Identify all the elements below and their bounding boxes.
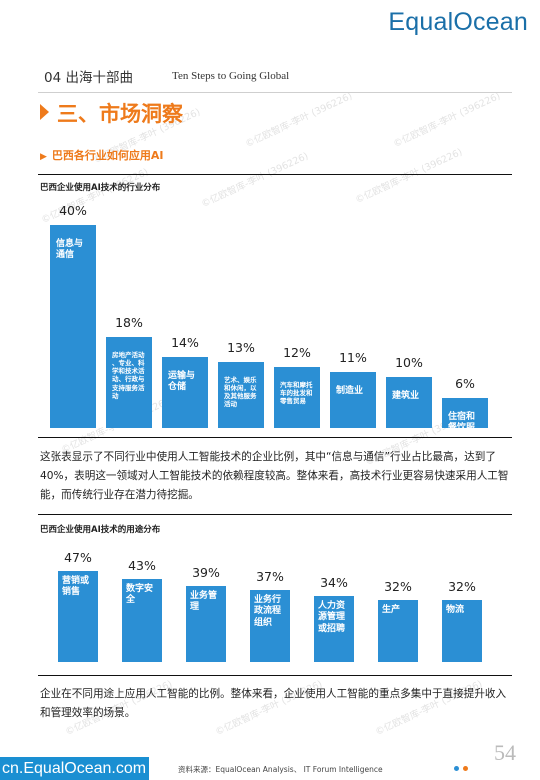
bar-category-label: 运输与 仓储 (168, 371, 196, 393)
chart-bar (162, 357, 208, 428)
bar-value-label: 34% (320, 575, 348, 590)
bar-category-label: 艺术、娱乐 和休闲，以 及其他服务 活动 (224, 376, 257, 409)
chart-bar (330, 372, 376, 428)
triangle-right-icon: ▶ (40, 152, 47, 162)
bar-category-label: 房地产活动 、专业、科 学和技术活 动、行政与 支持服务活 动 (112, 351, 145, 400)
bar-category-label: 制造业 (336, 386, 364, 396)
chart1-description: 这张表显示了不同行业中使用人工智能技术的企业比例，其中“信息与通信”行业占比最高… (40, 451, 509, 501)
page-title: 三、市场洞察 (40, 98, 183, 128)
chart2-title: 巴西企业使用AI技术的用途分布 (40, 525, 161, 535)
chart-bar (122, 579, 162, 662)
chart1-top-rule (38, 174, 512, 175)
section-english-title: Ten Steps to Going Global (172, 70, 290, 82)
chart-bar (442, 600, 482, 662)
bar-category-label: 营销或 销售 (62, 576, 90, 598)
chart-bar (58, 571, 98, 662)
bar-value-label: 32% (384, 579, 412, 594)
page-title-text: 三、市场洞察 (57, 102, 183, 126)
bar-value-label: 40% (59, 203, 87, 218)
bar-value-label: 43% (128, 558, 156, 573)
bar-value-label: 14% (171, 335, 199, 350)
bar-category-label: 数字安 全 (126, 584, 154, 606)
chart-bar (218, 362, 264, 428)
bar-value-label: 18% (115, 315, 143, 330)
chart-bar (386, 377, 432, 428)
equalocean-logo: EqualOcean (388, 8, 528, 36)
bar-category-label: 业务行 政流程 组织 (254, 595, 282, 628)
chart-bar (378, 600, 418, 662)
bar-value-label: 47% (64, 550, 92, 565)
section-subtitle: ▶ 巴西各行业如何应用AI (40, 147, 164, 163)
chart2-bottom-rule (38, 675, 512, 676)
chart-bar (442, 398, 488, 428)
page-number: 54 (494, 740, 516, 765)
watermark: ©亿欧智库-李叶 (396226) (353, 146, 465, 206)
bar-value-label: 12% (283, 345, 311, 360)
bar-value-label: 32% (448, 579, 476, 594)
watermark: ©亿欧智库-李叶 (396226) (199, 150, 311, 210)
chart1-title: 巴西企业使用AI技术的行业分布 (40, 183, 161, 193)
chart1-bottom-rule (38, 437, 512, 438)
chart2-description: 企业在不同用途上应用人工智能的比例。整体来看，企业使用人工智能的重点多集中于直接… (40, 688, 507, 719)
website-link[interactable]: cn.EqualOcean.com (0, 757, 150, 780)
dots-decoration (454, 756, 472, 775)
bar-category-label: 人力资 源管理 或招聘 (318, 601, 346, 634)
bar-category-label: 生产 (382, 605, 401, 615)
chart-bar (106, 337, 152, 428)
bar-category-label: 物流 (446, 605, 465, 615)
chart-bar (50, 225, 96, 428)
arrow-right-icon (40, 104, 49, 120)
bar-value-label: 39% (192, 565, 220, 580)
chart-bar (274, 367, 320, 428)
data-source: 资料来源：EqualOcean Analysis、 IT Forum Intel… (178, 765, 383, 774)
bar-value-label: 11% (339, 350, 367, 365)
bar-category-label: 汽车和摩托 车的批发和 零售贸易 (280, 381, 313, 406)
bar-category-label: 信息与 通信 (56, 239, 84, 261)
dot-icon (463, 766, 468, 771)
watermark: ©亿欧智库-李叶 (396226) (391, 90, 503, 150)
chart-bar (186, 586, 226, 662)
header-divider (38, 92, 512, 93)
chart-bar (250, 590, 290, 662)
bar-category-label: 住宿和 餐饮服 务活 (448, 412, 476, 445)
dot-icon (454, 766, 459, 771)
bar-value-label: 6% (455, 376, 475, 391)
bar-value-label: 13% (227, 340, 255, 355)
watermark: ©亿欧智库-李叶 (396226) (243, 90, 355, 150)
chart2-top-rule (38, 514, 512, 515)
bar-category-label: 业务管 理 (190, 591, 218, 613)
bar-value-label: 10% (395, 355, 423, 370)
bar-value-label: 37% (256, 569, 284, 584)
section-subtitle-text: 巴西各行业如何应用AI (51, 149, 164, 162)
bar-category-label: 建筑业 (392, 391, 420, 401)
chart-bar (314, 596, 354, 662)
section-number: 04 出海十部曲 (44, 70, 133, 86)
